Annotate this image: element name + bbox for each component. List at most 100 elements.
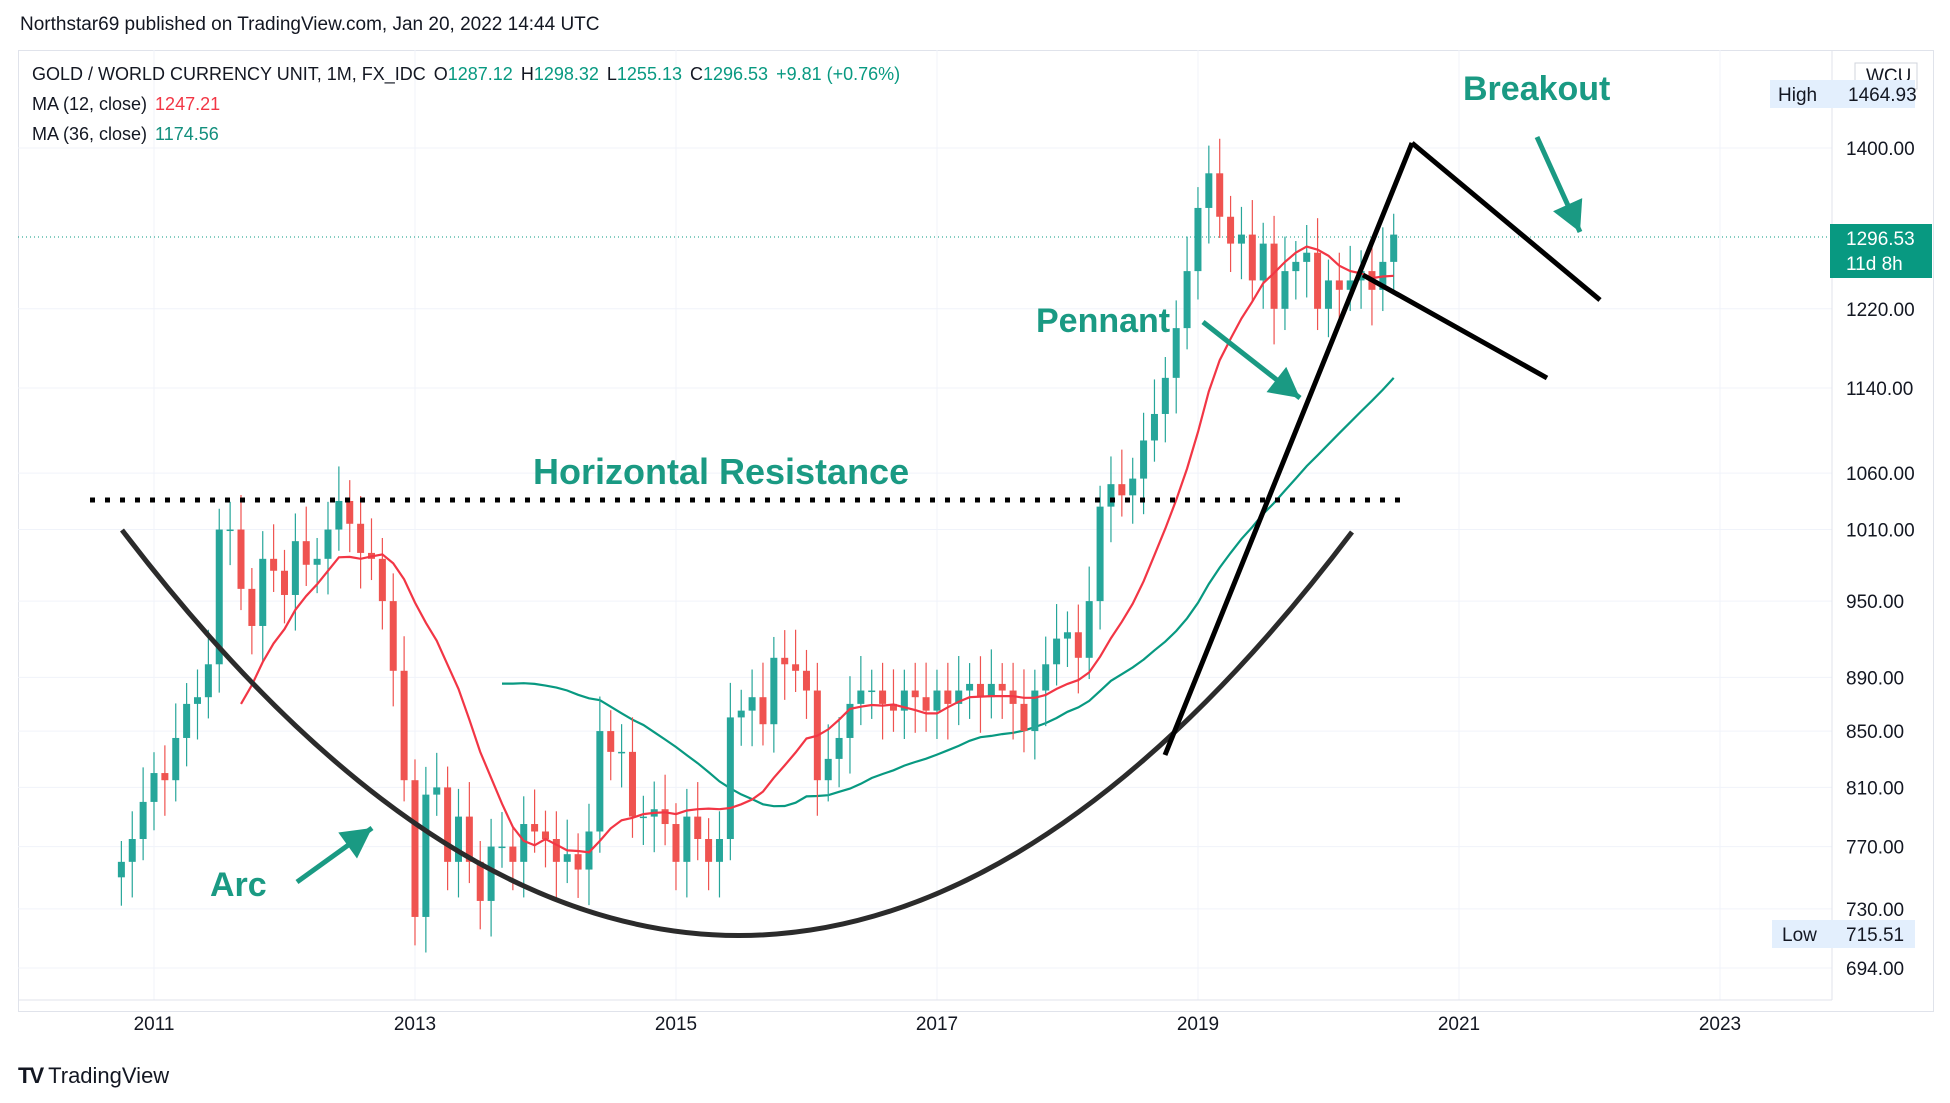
legend-ohlc[interactable]: GOLD / WORLD CURRENCY UNIT, 1M, FX_IDC O1… — [32, 64, 908, 85]
candle-up — [563, 854, 571, 862]
candle-up — [1085, 601, 1093, 658]
candle-up — [150, 773, 158, 802]
y-tick-label: 694.00 — [1846, 959, 1904, 980]
candle-up — [770, 657, 778, 725]
candle-up — [1161, 377, 1169, 414]
candle-down — [1118, 484, 1126, 496]
legend-ma12[interactable]: MA (12, close) 1247.21 — [32, 94, 228, 115]
candle-down — [161, 773, 169, 781]
y-tick-label: 1220.00 — [1846, 300, 1915, 321]
price-axis[interactable]: 1400.00 1220.00 1140.00 1060.00 1010.00 950.0… — [1846, 139, 1915, 980]
candle-down — [976, 683, 984, 698]
x-tick-label: 2015 — [655, 1014, 697, 1035]
candle-down — [705, 839, 713, 862]
candlesticks — [117, 138, 1398, 953]
candle-up — [900, 690, 908, 711]
ma36-line — [502, 377, 1395, 808]
candle-up — [422, 794, 430, 917]
x-tick-label: 2019 — [1177, 1014, 1219, 1035]
candle-up — [585, 831, 593, 870]
legend-high: 1298.32 — [533, 64, 599, 84]
candle-up — [433, 787, 441, 795]
candle-down — [1270, 243, 1278, 309]
candle-up — [1096, 506, 1104, 602]
candle-up — [204, 664, 212, 698]
candle-down — [998, 683, 1006, 691]
candle-up — [748, 697, 756, 711]
candle-up — [1324, 280, 1332, 309]
y-tick-label: 810.00 — [1846, 778, 1904, 799]
legend-close-label: C — [689, 64, 703, 84]
annotation-breakout: Breakout — [1463, 70, 1610, 108]
candle-up — [324, 529, 332, 559]
candle-down — [607, 731, 615, 752]
tradingview-watermark[interactable]: TV TradingView — [18, 1063, 169, 1089]
candle-up — [193, 697, 201, 704]
legend-ma36[interactable]: MA (36, close) 1174.56 — [32, 124, 227, 145]
y-tick-label: 890.00 — [1846, 668, 1904, 689]
candle-up — [1183, 271, 1191, 329]
candle-down — [1314, 252, 1322, 309]
candle-down — [280, 570, 288, 595]
candle-up — [226, 529, 234, 532]
ma12-line — [240, 245, 1394, 854]
high-label: High — [1778, 85, 1817, 106]
candle-up — [172, 737, 180, 781]
candle-up — [1107, 484, 1115, 507]
candle-up — [259, 558, 267, 626]
candle-down — [911, 690, 919, 698]
candle-down — [944, 690, 952, 704]
candle-up — [1259, 243, 1267, 281]
candle-down — [1248, 234, 1256, 281]
y-tick-label: 1140.00 — [1846, 379, 1913, 400]
candle-up — [1194, 207, 1202, 272]
arc-curve — [120, 528, 1354, 938]
chart-frame[interactable] — [18, 50, 1934, 1012]
candle-down — [552, 839, 560, 862]
candle-up — [715, 839, 723, 862]
candle-up — [955, 690, 963, 704]
legend-low: 1255.13 — [616, 64, 682, 84]
candle-up — [1129, 478, 1137, 496]
high-value: 1464.93 — [1848, 85, 1917, 106]
ma12-path — [240, 245, 1394, 854]
candle-up — [737, 710, 745, 718]
candle-up — [846, 703, 854, 738]
candle-up — [966, 683, 974, 691]
ma36-value: 1174.56 — [155, 124, 219, 144]
candle-up — [618, 751, 626, 754]
candle-down — [889, 703, 897, 711]
candle-down — [541, 831, 549, 840]
high-badge-bg — [1770, 80, 1915, 108]
x-tick-label: 2013 — [394, 1014, 436, 1035]
pennant-arrow-head — [1266, 366, 1300, 398]
x-tick-label: 2017 — [916, 1014, 958, 1035]
candle-down — [1335, 280, 1343, 290]
legend-symbol: GOLD / WORLD CURRENCY UNIT, 1M, FX_IDC — [32, 64, 426, 84]
candle-down — [400, 670, 408, 781]
candle-up — [335, 500, 343, 530]
candle-up — [498, 846, 506, 849]
candle-up — [291, 541, 299, 595]
candle-up — [639, 816, 647, 819]
candle-up — [1031, 690, 1039, 732]
candle-up — [1150, 413, 1158, 441]
candle-up — [933, 690, 941, 711]
x-tick-label: 2023 — [1699, 1014, 1741, 1035]
x-tick-label: 2011 — [134, 1014, 175, 1035]
candle-up — [1281, 271, 1289, 309]
candle-down — [759, 697, 767, 725]
candle-up — [117, 861, 125, 878]
countdown-badge: 11d 8h — [1846, 254, 1903, 275]
pole-line — [1162, 142, 1415, 756]
time-axis[interactable]: 2011 2013 2015 2017 2019 2021 2023 — [134, 1014, 1742, 1035]
candle-down — [1216, 173, 1224, 217]
candle-down — [879, 690, 887, 704]
y-tick-label: 1060.00 — [1846, 464, 1915, 485]
candle-down — [628, 751, 636, 817]
candle-down — [237, 529, 245, 589]
candle-down — [574, 854, 582, 870]
candle-down — [802, 670, 810, 691]
legend-close: 1296.53 — [702, 64, 769, 84]
